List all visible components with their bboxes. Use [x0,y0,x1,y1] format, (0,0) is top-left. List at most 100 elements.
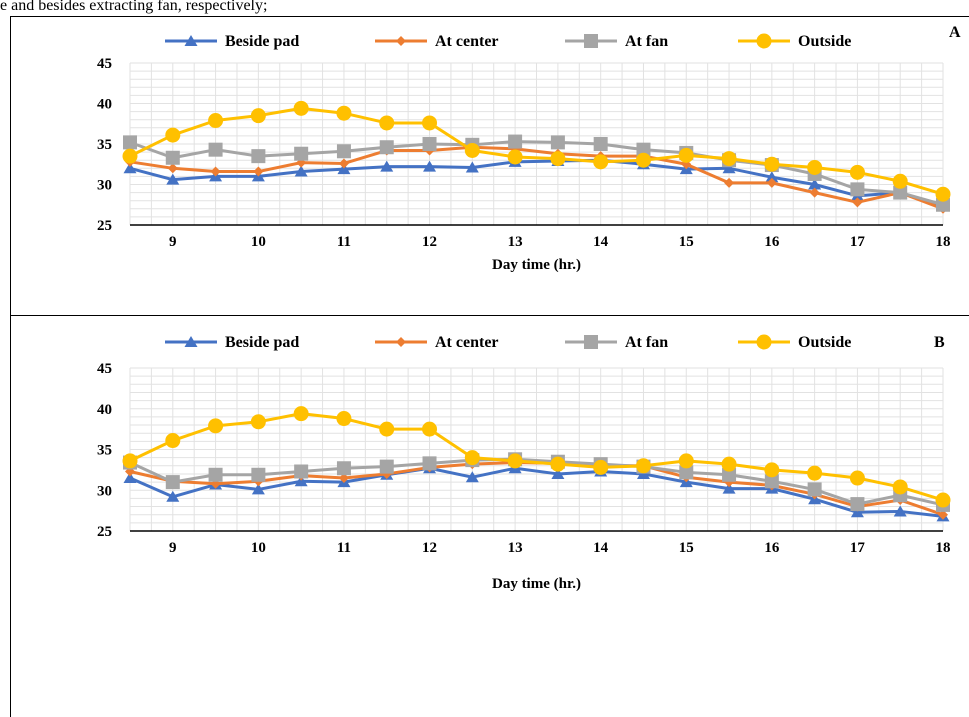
data-point-at-center [210,478,221,489]
x-tick-label: 14 [593,540,609,556]
data-point-beside-pad [808,178,822,190]
legend-marker [584,335,598,349]
legend-marker [584,34,598,48]
legend-item-outside: Outside [738,334,851,351]
legend-label: Outside [798,334,851,351]
data-point-at-fan [251,149,266,164]
data-point-outside [635,458,651,474]
data-point-beside-pad [123,472,137,484]
data-point-outside [678,147,694,163]
data-point-beside-pad [251,483,265,495]
y-tick-label: 25 [97,524,112,540]
data-point-beside-pad [294,475,308,487]
x-tick-label: 12 [422,540,437,556]
data-point-outside [721,151,737,167]
data-point-at-center [253,166,264,177]
series-line-beside-pad [129,466,944,518]
x-tick-label: 14 [593,234,609,250]
x-tick-label: 10 [251,540,266,556]
x-tick-label: 10 [251,234,266,250]
legend-item-at-center: At center [375,334,499,351]
panel-b-legend: Beside pad At center At fan Outside [165,334,851,351]
x-tick-label: 15 [679,540,694,556]
legend-item-at-center: At center [375,33,499,50]
y-tick-label: 30 [97,178,112,194]
data-point-at-fan [123,135,137,150]
y-tick-label: 35 [97,443,112,459]
data-point-at-center [766,177,777,188]
chart-panel-a: 25 30 35 40 45 9 10 11 12 13 14 15 16 17 18 Day time (h… [97,24,961,273]
caption-text: e and besides extracting fan, respective… [0,0,268,14]
data-point-at-fan [636,142,651,157]
data-point-outside [208,418,224,434]
data-point-at-fan [850,182,865,197]
data-point-outside [507,453,523,469]
data-point-at-center [338,158,349,169]
data-point-outside [721,456,737,472]
legend-item-outside: Outside [738,33,851,50]
data-point-at-center [938,509,948,520]
x-tick-label: 9 [169,540,177,556]
data-point-beside-pad [423,160,437,172]
panel-b-label: B [934,334,945,351]
data-point-outside [379,115,395,131]
data-point-at-fan [807,482,822,497]
data-point-outside [165,433,181,449]
data-point-outside [122,148,138,164]
data-point-outside [422,421,438,437]
x-tick-label: 11 [337,234,351,250]
data-point-beside-pad [123,162,137,174]
data-point-outside [293,100,309,116]
panel-b-series-outside [122,406,951,508]
x-tick-label: 17 [850,540,866,556]
data-point-at-fan [508,134,523,149]
x-tick-label: 16 [764,234,780,250]
data-point-outside [464,142,480,158]
legend-item-at-fan: At fan [565,33,668,50]
chart-panel-b: 25 30 35 40 45 9 10 11 12 13 14 15 16 17 18 Day time (h… [97,334,951,592]
data-point-outside [250,414,266,430]
data-point-beside-pad [765,171,779,183]
data-point-outside [892,173,908,189]
data-point-at-center [852,197,863,208]
panel-divider [10,315,969,316]
data-point-outside [849,470,865,486]
x-tick-label: 13 [508,540,523,556]
data-point-outside [165,127,181,143]
data-point-outside [807,465,823,481]
legend-item-beside-pad: Beside pad [165,33,299,50]
data-point-outside [336,105,352,121]
legend-item-beside-pad: Beside pad [165,334,299,351]
legend-marker [756,334,772,350]
data-point-outside [764,462,780,478]
y-tick-label: 45 [97,361,112,377]
data-point-outside [892,479,908,495]
data-point-at-fan [251,467,266,482]
y-tick-label: 35 [97,137,112,153]
panel-b-x-axis-title: Day time (hr.) [492,576,581,592]
data-point-outside [250,108,266,124]
data-point-at-fan [893,185,908,200]
legend-marker [756,33,772,49]
data-point-outside [507,149,523,165]
y-tick-label: 40 [97,402,112,418]
panel-b-grid [129,367,944,532]
data-point-outside [208,113,224,129]
legend-label: Outside [798,33,851,50]
x-tick-label: 12 [422,234,437,250]
legend-marker [184,336,198,347]
data-point-beside-pad [166,490,180,502]
data-point-at-fan [850,497,865,512]
data-point-at-fan [722,467,737,482]
data-point-beside-pad [551,467,565,479]
legend-marker [184,35,198,46]
series-line-at-center [129,145,944,211]
x-tick-label: 11 [337,540,351,556]
y-tick-label: 45 [97,56,112,72]
x-tick-label: 16 [764,540,780,556]
x-tick-label: 18 [936,234,951,250]
x-tick-label: 9 [169,234,177,250]
data-point-outside [550,151,566,167]
series-line-at-fan [129,457,944,507]
legend-label: Beside pad [225,334,299,351]
